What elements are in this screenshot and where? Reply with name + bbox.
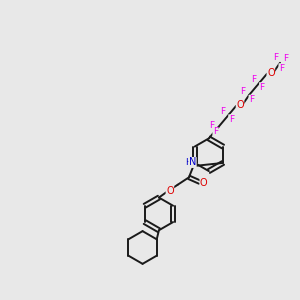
Text: O: O	[267, 68, 274, 78]
Text: F: F	[240, 87, 245, 96]
Text: F: F	[229, 115, 234, 124]
Text: F: F	[273, 53, 278, 62]
Text: F: F	[220, 107, 226, 116]
Text: H: H	[185, 158, 191, 167]
Text: F: F	[251, 75, 256, 84]
Text: O: O	[200, 178, 208, 188]
Text: F: F	[279, 64, 284, 73]
Text: F: F	[249, 95, 254, 104]
Text: F: F	[209, 121, 214, 130]
Text: O: O	[236, 100, 244, 110]
Text: N: N	[189, 158, 196, 167]
Text: F: F	[260, 83, 265, 92]
Text: F: F	[283, 54, 288, 63]
Text: F: F	[213, 127, 218, 136]
Text: O: O	[166, 186, 174, 196]
